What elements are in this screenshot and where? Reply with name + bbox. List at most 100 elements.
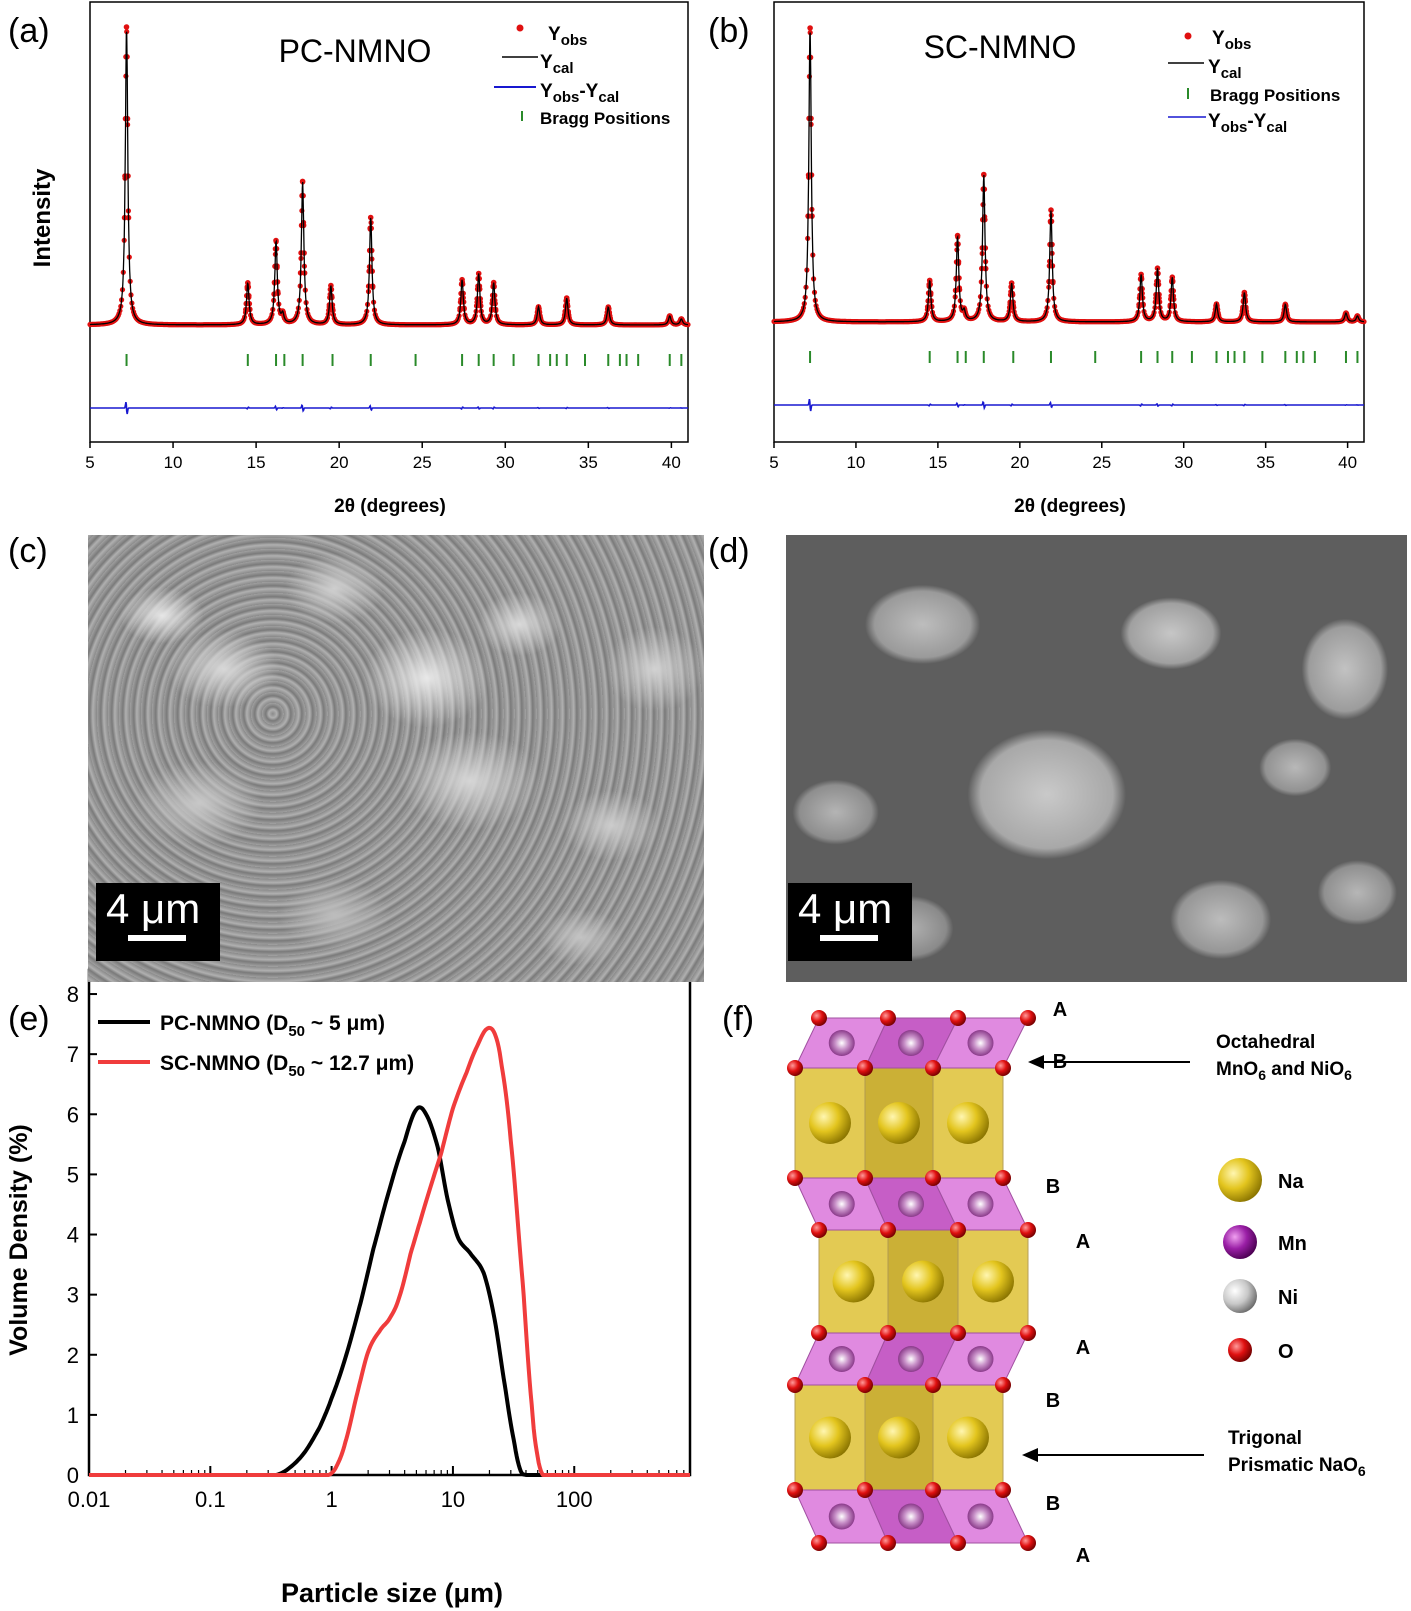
observed-point	[981, 171, 987, 178]
o-atom	[857, 1377, 873, 1393]
na-atom	[947, 1416, 989, 1459]
atom-legend-o-sphere	[1228, 1338, 1252, 1362]
panel-label-a: (a)	[8, 12, 50, 50]
plot-frame	[87, 968, 692, 1477]
atom-legend-ni-sphere	[1223, 1279, 1257, 1313]
legend-diff-label: Yobs-Ycal	[540, 81, 619, 106]
chart-e-ylabel: Volume Density (%)	[5, 1124, 33, 1356]
y-tick-label: 2	[67, 1343, 79, 1368]
atom-legend-mn-sphere	[1223, 1225, 1257, 1259]
legend-pc-label: PC-NMNO (D50 ~ 5 μm)	[160, 1012, 385, 1040]
o-atom	[857, 1170, 873, 1186]
na-atom	[832, 1260, 875, 1303]
plot-frame	[89, 1, 689, 443]
mn-ni-atom	[898, 1191, 924, 1217]
x-tick-label: 20	[1010, 453, 1029, 472]
o-atom	[880, 1010, 896, 1026]
o-atom	[995, 1060, 1011, 1076]
y-tick-label: 6	[67, 1102, 79, 1127]
mn-ni-atom	[967, 1191, 994, 1217]
chart-e-xlabel: Particle size (μm)	[281, 1578, 503, 1608]
difference-line	[90, 401, 688, 415]
chart-b-xlabel: 2θ (degrees)	[1014, 496, 1126, 517]
o-atom	[857, 1060, 873, 1076]
x-tick-label: 40	[662, 453, 681, 472]
sem-image-pc: 4 μm	[88, 535, 704, 982]
o-atom	[1020, 1325, 1036, 1341]
observed-point	[926, 277, 933, 284]
o-atom	[1020, 1010, 1036, 1026]
legend-bragg-label: Bragg Positions	[1210, 86, 1340, 105]
o-atom	[787, 1377, 803, 1393]
atom-legend-o-label: O	[1278, 1341, 1294, 1363]
y-tick-label: 7	[67, 1042, 79, 1067]
o-atom	[787, 1060, 803, 1076]
panel-label-f: (f)	[722, 1000, 754, 1038]
o-atom	[925, 1377, 941, 1393]
o-atom	[880, 1325, 896, 1341]
observed-point	[954, 232, 961, 239]
layer-label: B	[1046, 1493, 1060, 1515]
y-tick-label: 3	[67, 1283, 79, 1308]
na-atom	[972, 1260, 1014, 1303]
chart-a-legend: Yobs Ycal Yobs-Ycal Bragg Positions	[494, 24, 670, 128]
atom-legend-ni-label: Ni	[1278, 1287, 1298, 1309]
x-tick-label: 35	[1256, 453, 1275, 472]
panel-label-e: (e)	[8, 1000, 50, 1038]
mn-ni-atom	[967, 1030, 994, 1056]
y-tick-label: 1	[67, 1403, 79, 1428]
x-tick-label: 10	[164, 453, 183, 472]
panel-label-d: (d)	[708, 532, 750, 570]
series-line-pc-nmno	[88, 1105, 691, 1477]
legend-cal-label: Ycal	[540, 52, 574, 77]
o-atom	[787, 1482, 803, 1498]
xrd-chart-a: PC-NMNO Intensity 2θ (degrees) Yobs Ycal…	[29, 1, 691, 517]
observed-point	[299, 178, 306, 185]
x-tick-label: 15	[928, 453, 947, 472]
sem-image-sc: 4 μm	[786, 535, 1407, 982]
calculated-line	[90, 31, 688, 326]
o-atom	[925, 1060, 941, 1076]
legend-obs-label: Yobs	[1212, 28, 1251, 53]
x-tick-label: 25	[413, 453, 432, 472]
sem-scalebar-pc: 4 μm	[96, 883, 220, 961]
atom-legend-mn-label: Mn	[1278, 1233, 1307, 1255]
observed-point	[367, 214, 374, 221]
legend-cal-label: Ycal	[1208, 57, 1242, 82]
octahedral-text-2: MnO6 and NiO6	[1216, 1059, 1352, 1083]
o-atom	[811, 1010, 827, 1026]
chart-b-title: SC-NMNO	[924, 29, 1077, 65]
legend-obs-marker	[516, 24, 524, 32]
observed-point	[459, 276, 465, 283]
difference-line	[774, 398, 1364, 412]
chart-a-title: PC-NMNO	[279, 33, 432, 69]
mn-ni-atom	[828, 1503, 855, 1530]
na-atom	[947, 1102, 989, 1144]
o-atom	[950, 1222, 966, 1238]
x-tick-label: 1	[325, 1487, 337, 1512]
legend-diff-label: Yobs-Ycal	[1208, 111, 1287, 136]
x-tick-label: 30	[1174, 453, 1193, 472]
o-atom	[1020, 1222, 1036, 1238]
na-atom	[878, 1102, 920, 1144]
atom-legend-na-sphere	[1218, 1158, 1262, 1202]
y-tick-label: 5	[67, 1162, 79, 1187]
o-atom	[857, 1482, 873, 1498]
o-atom	[950, 1535, 966, 1551]
sem-scalebar-sc-text: 4 μm	[798, 885, 893, 932]
x-tick-label: 20	[330, 453, 349, 472]
chart-e-legend: PC-NMNO (D50 ~ 5 μm) SC-NMNO (D50 ~ 12.7…	[98, 1012, 414, 1080]
trigonal-text-1: Trigonal	[1228, 1428, 1302, 1449]
x-tick-label: 5	[769, 453, 778, 472]
na-atom	[902, 1260, 944, 1303]
observed-point	[807, 25, 813, 31]
octahedral-arrowhead	[1028, 1055, 1044, 1069]
mn-ni-atom	[967, 1346, 994, 1372]
na-atom	[809, 1416, 851, 1459]
o-atom	[787, 1170, 803, 1186]
observed-point	[123, 24, 130, 30]
x-tick-label: 35	[579, 453, 598, 472]
o-atom	[925, 1170, 941, 1186]
x-tick-label: 40	[1338, 453, 1357, 472]
